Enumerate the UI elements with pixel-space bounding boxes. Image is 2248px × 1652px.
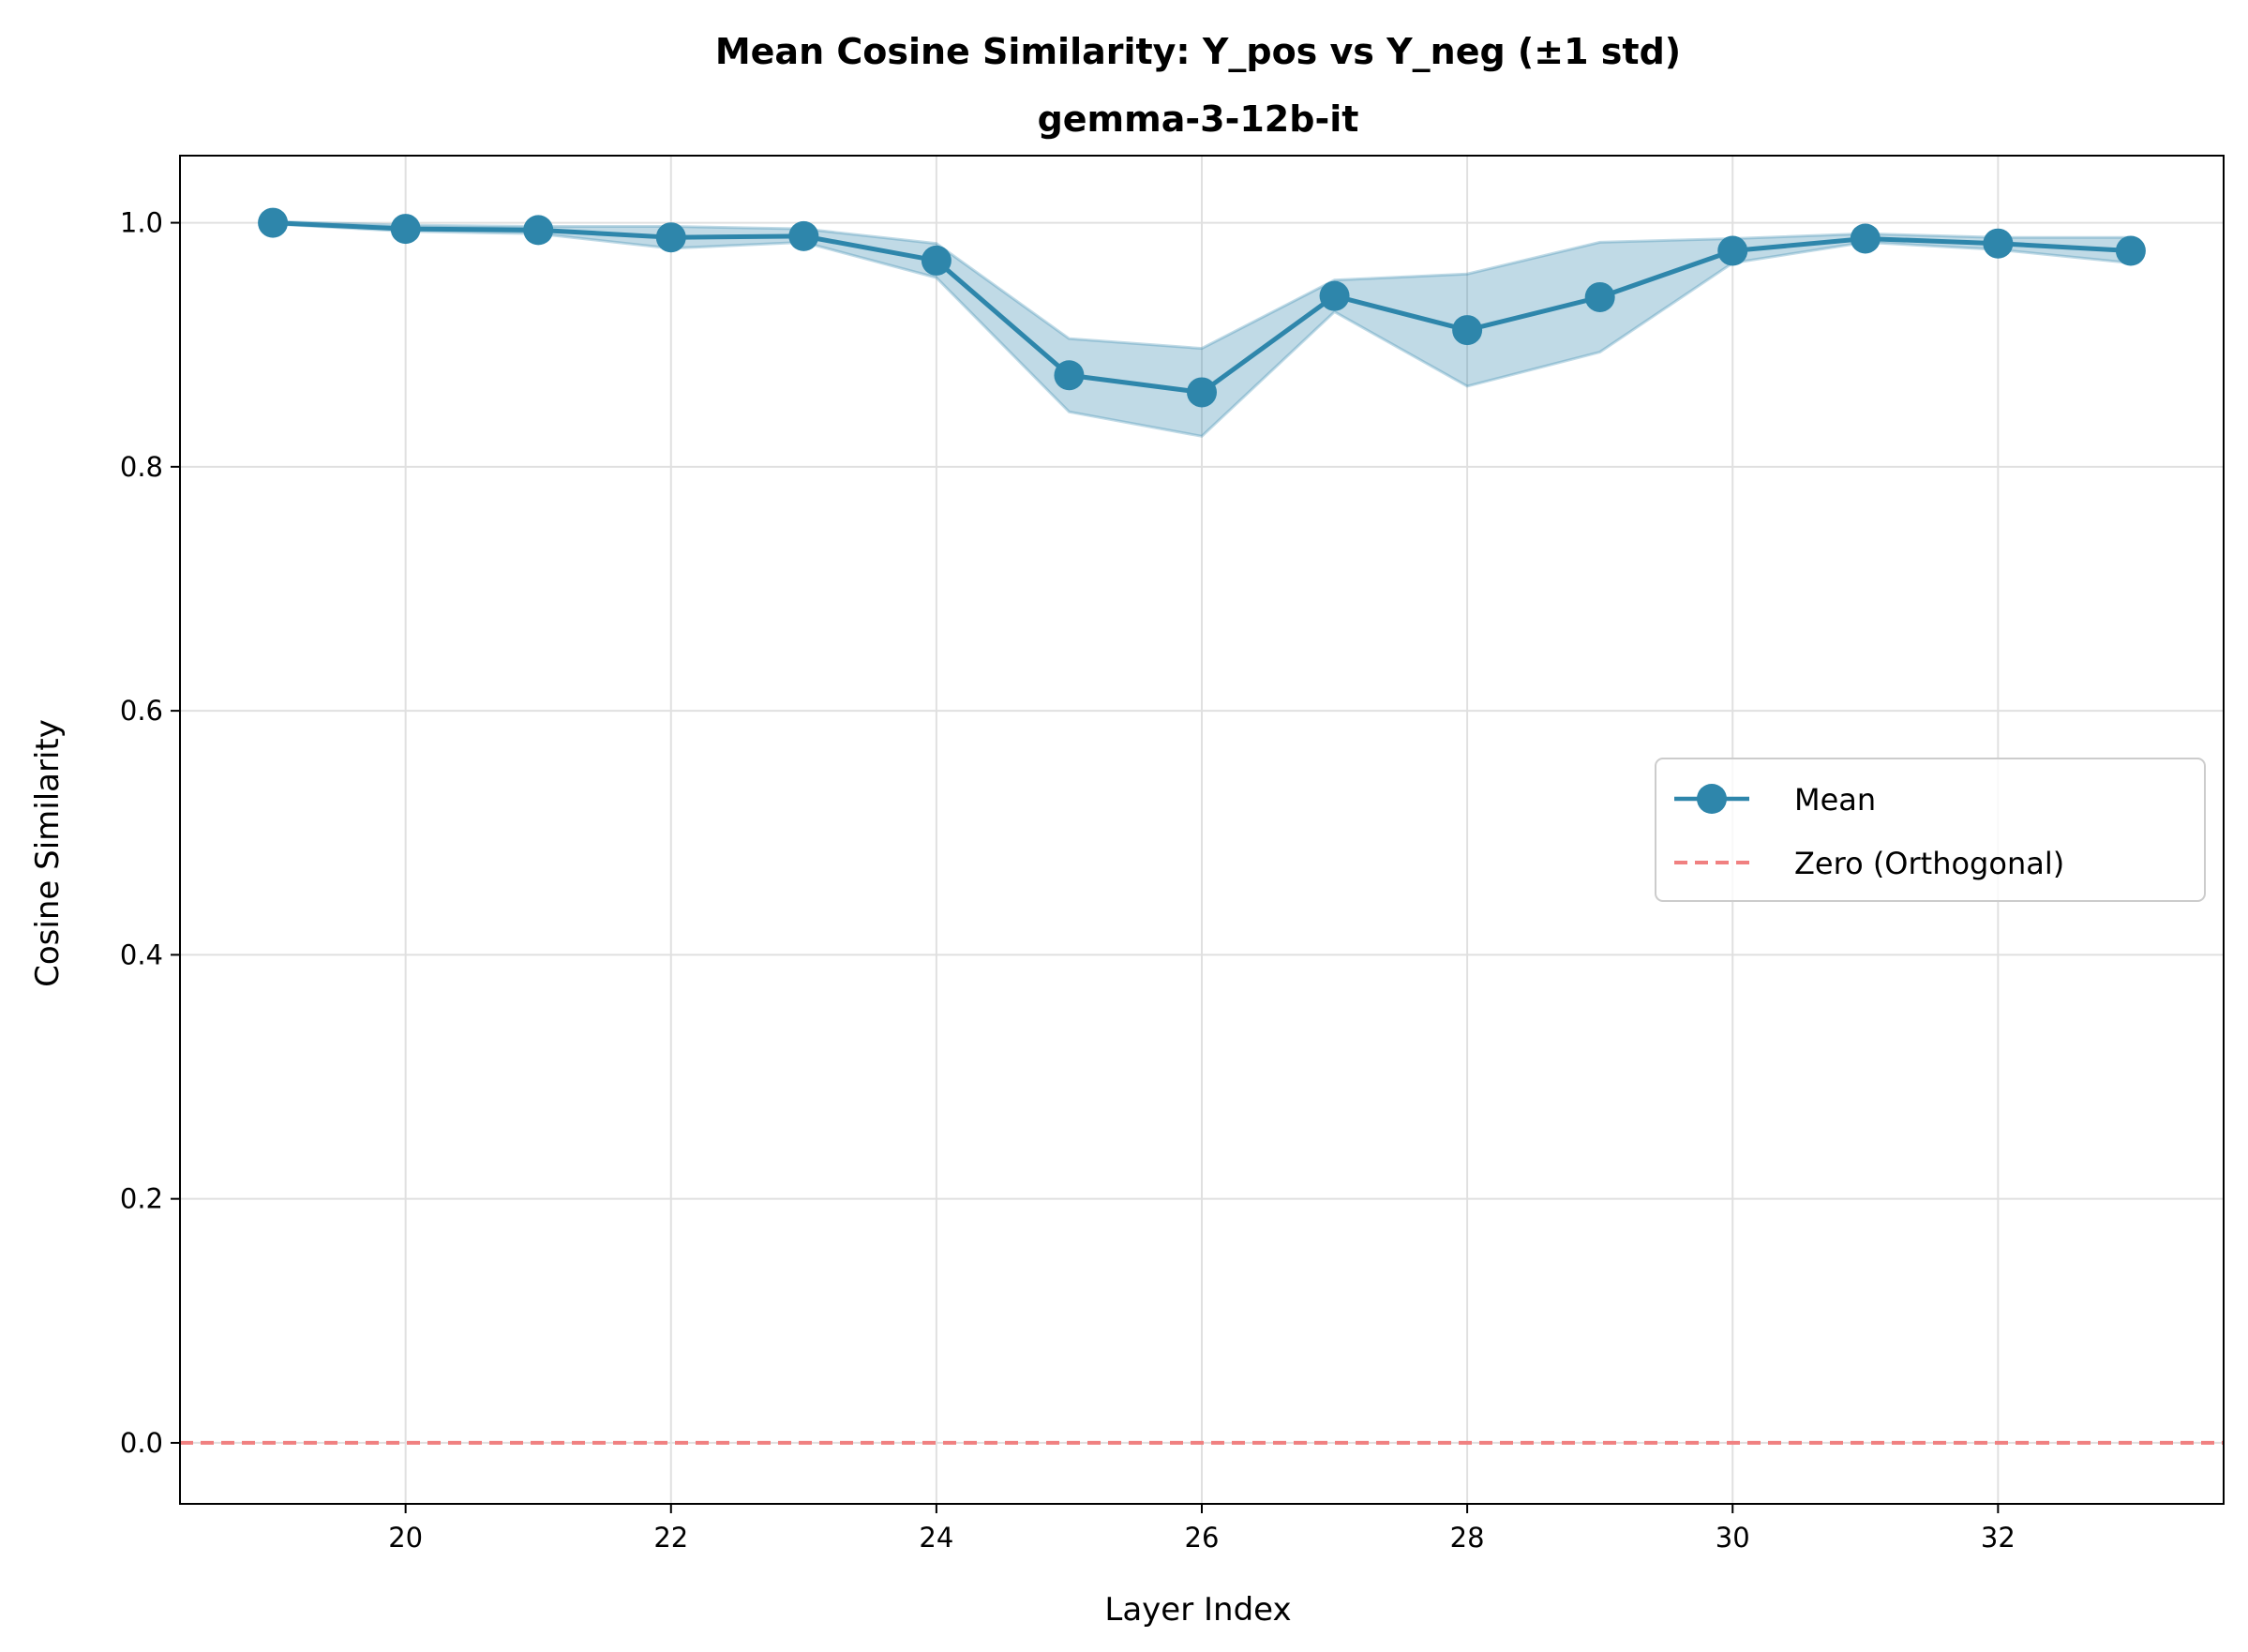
tick-layer: 20 22 24 26 28 30 32 0.0 0.2 0.4 0.6 0.8 1.0 [120,207,2016,1554]
y-axis-label: Cosine Similarity [29,719,67,987]
mean-point [1054,360,1085,391]
x-tick-label: 20 [388,1522,423,1554]
mean-point [1187,377,1217,408]
legend-zero-label: Zero (Orthogonal) [1794,846,2064,881]
mean-point [2115,235,2146,266]
mean-point [1850,223,1881,254]
mean-point [390,214,421,245]
y-tick-label: 0.8 [120,451,163,483]
chart-title: Mean Cosine Similarity: Y_pos vs Y_neg (… [715,31,1681,72]
y-tick-label: 0.0 [120,1427,163,1459]
mean-point [523,215,554,246]
x-axis-label: Layer Index [1104,1591,1291,1629]
legend: Mean Zero (Orthogonal) [1655,758,2206,902]
mean-point [1584,281,1615,312]
x-tick-label: 32 [1981,1522,2016,1554]
mean-point [1983,228,2014,259]
y-tick-label: 0.2 [120,1183,163,1215]
mean-point [258,207,289,238]
mean-point [788,220,819,251]
legend-mean-marker [1697,784,1727,814]
y-tick-label: 1.0 [120,207,163,239]
mean-point [1452,315,1483,346]
x-tick-label: 22 [653,1522,688,1554]
series-layer [258,207,2146,408]
legend-mean-label: Mean [1794,782,1876,818]
mean-point [655,222,686,253]
x-tick-label: 24 [919,1522,953,1554]
mean-point [1717,235,1748,266]
x-tick-label: 28 [1450,1522,1485,1554]
mean-point [921,245,952,276]
legend-box [1655,758,2206,902]
chart-subtitle: gemma-3-12b-it [1038,98,1359,140]
y-tick-label: 0.4 [120,939,163,970]
x-tick-label: 26 [1185,1522,1220,1554]
y-tick-label: 0.6 [120,695,163,727]
mean-point [1319,280,1350,311]
x-tick-label: 30 [1716,1522,1750,1554]
